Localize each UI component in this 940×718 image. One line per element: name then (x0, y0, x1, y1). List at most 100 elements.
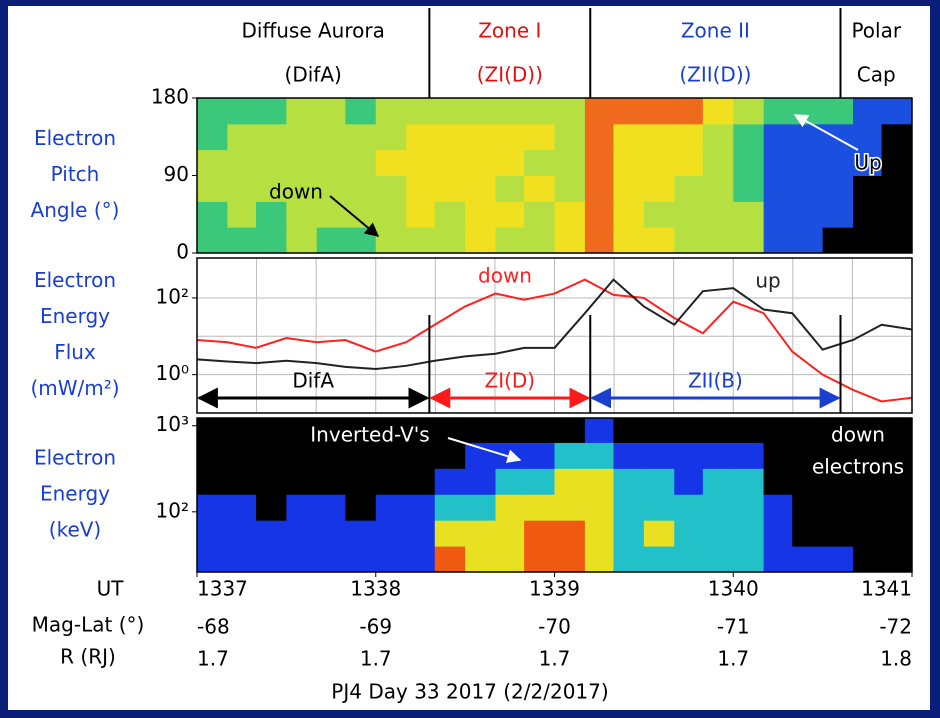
heat-cell (643, 175, 675, 202)
heat-cell (584, 123, 614, 151)
heat-cell (674, 468, 704, 495)
row-value: -72 (879, 615, 912, 639)
heat-cell (316, 418, 346, 443)
heat-cell (822, 494, 854, 521)
heat-cell (822, 201, 854, 228)
heat-cell (197, 418, 228, 443)
heat-cell (434, 123, 466, 151)
heat-cell (792, 418, 824, 443)
row-value: 1.7 (717, 647, 749, 671)
row-value: 1.7 (197, 647, 229, 671)
heat-cell (763, 175, 793, 202)
heat-cell (643, 546, 675, 573)
heat-cell (613, 520, 645, 547)
y-axis-label: Energy (40, 304, 110, 328)
heat-cell (434, 520, 466, 547)
heat-cell (584, 98, 614, 125)
heat-cell (255, 546, 287, 573)
heat-cell (733, 520, 765, 547)
x-tick-label: 1338 (350, 577, 401, 601)
heat-cell (465, 520, 497, 547)
heat-cell (197, 494, 228, 521)
y-axis-label: Electron (34, 126, 116, 150)
heat-cell (702, 149, 734, 176)
zone-label: Cap (857, 63, 896, 87)
heat-cell (674, 227, 704, 254)
heat-cell (434, 201, 466, 228)
panel-frame (196, 257, 913, 414)
heat-cell (406, 98, 436, 125)
heat-cell (227, 201, 257, 228)
heat-cell (197, 546, 228, 573)
heat-cell (375, 98, 407, 125)
heat-cell (763, 149, 793, 176)
heat-cell (227, 546, 257, 573)
heat-cell (792, 546, 824, 573)
heat-cell (345, 98, 377, 125)
heat-cell (465, 149, 497, 176)
heat-cell (316, 98, 346, 125)
y-axis-label: Flux (54, 340, 96, 364)
x-axis-label: UT (97, 577, 125, 601)
row-value: -68 (197, 615, 230, 639)
heat-cell (643, 227, 675, 254)
heat-cell (197, 520, 228, 547)
zone-label: (DifA) (285, 63, 342, 87)
heat-cell (881, 98, 913, 125)
heat-cell (495, 175, 525, 202)
heat-cell (227, 123, 257, 151)
heat-cell (554, 201, 586, 228)
heat-cell (255, 494, 287, 521)
heat-cell (853, 175, 883, 202)
heat-cell (286, 468, 318, 495)
span-label: ZII(B) (688, 369, 743, 393)
heat-cell (554, 123, 586, 151)
heat-cell (674, 546, 704, 573)
heat-cell (316, 227, 346, 254)
heat-cell (255, 149, 287, 176)
heat-cell (375, 227, 407, 254)
heat-cell (345, 418, 377, 443)
footer: PJ4 Day 33 2017 (2/2/2017) (331, 680, 608, 704)
heat-cell (227, 98, 257, 125)
heat-cell (375, 201, 407, 228)
heat-cell (822, 98, 854, 125)
heat-cell (495, 418, 525, 443)
heat-cell (406, 546, 436, 573)
annotation: electrons (812, 455, 904, 479)
heat-cell (197, 175, 228, 202)
heat-cell (345, 520, 377, 547)
heat-cell (674, 175, 704, 202)
heat-cell (733, 442, 765, 469)
heat-cell (375, 468, 407, 495)
x-tick-label: 1341 (861, 577, 912, 601)
heat-cell (674, 418, 704, 443)
series-label: down (478, 264, 532, 288)
heat-cell (406, 123, 436, 151)
heat-cell (345, 442, 377, 469)
x-tick-label: 1340 (708, 577, 759, 601)
heat-cell (792, 520, 824, 547)
y-tick-label: 180 (151, 85, 189, 109)
heat-cell (853, 494, 883, 521)
flux-line (196, 278, 913, 403)
heat-cell (375, 149, 407, 176)
heat-cell (524, 149, 555, 176)
heat-cell (524, 494, 555, 521)
heat-cell (853, 546, 883, 573)
heat-cell (733, 201, 765, 228)
heat-cell (792, 468, 824, 495)
heat-cell (584, 546, 614, 573)
heat-cell (434, 546, 466, 573)
heat-cell (286, 442, 318, 469)
heat-cell (197, 468, 228, 495)
heat-cell (613, 175, 645, 202)
heat-cell (495, 201, 525, 228)
heat-cell (524, 98, 555, 125)
heat-cell (763, 494, 793, 521)
y-tick-label: 10² (156, 498, 189, 522)
heat-cell (763, 546, 793, 573)
heat-cell (316, 149, 346, 176)
heat-cell (822, 175, 854, 202)
heat-cell (674, 98, 704, 125)
